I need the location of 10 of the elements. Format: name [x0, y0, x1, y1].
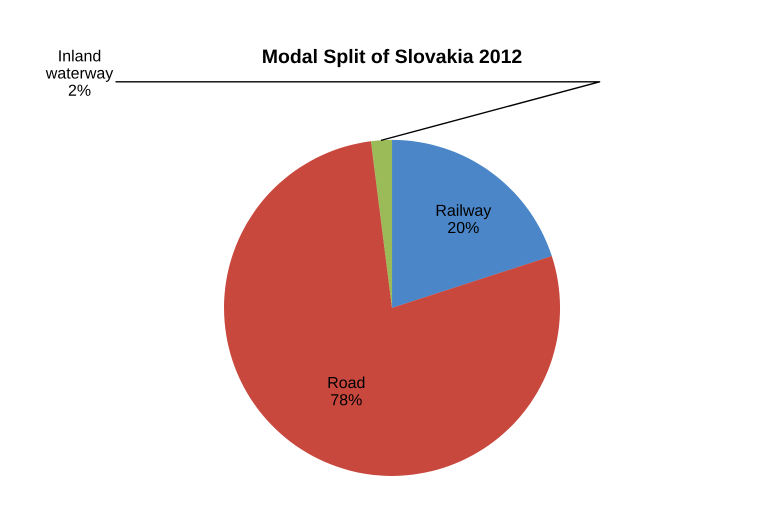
- chart-title: Modal Split of Slovakia 2012: [263, 48, 522, 68]
- slice-label: Inland waterway: [46, 50, 114, 82]
- data-label: 20%: [448, 222, 479, 234]
- slice-label: Railway: [436, 204, 492, 220]
- slice-label: Road: [328, 376, 364, 388]
- pie-slice: [224, 141, 560, 476]
- data-label: 78%: [331, 394, 362, 406]
- pie-slice: [370, 140, 392, 308]
- data-label: 2%: [68, 84, 91, 96]
- pie-slice: [392, 140, 552, 308]
